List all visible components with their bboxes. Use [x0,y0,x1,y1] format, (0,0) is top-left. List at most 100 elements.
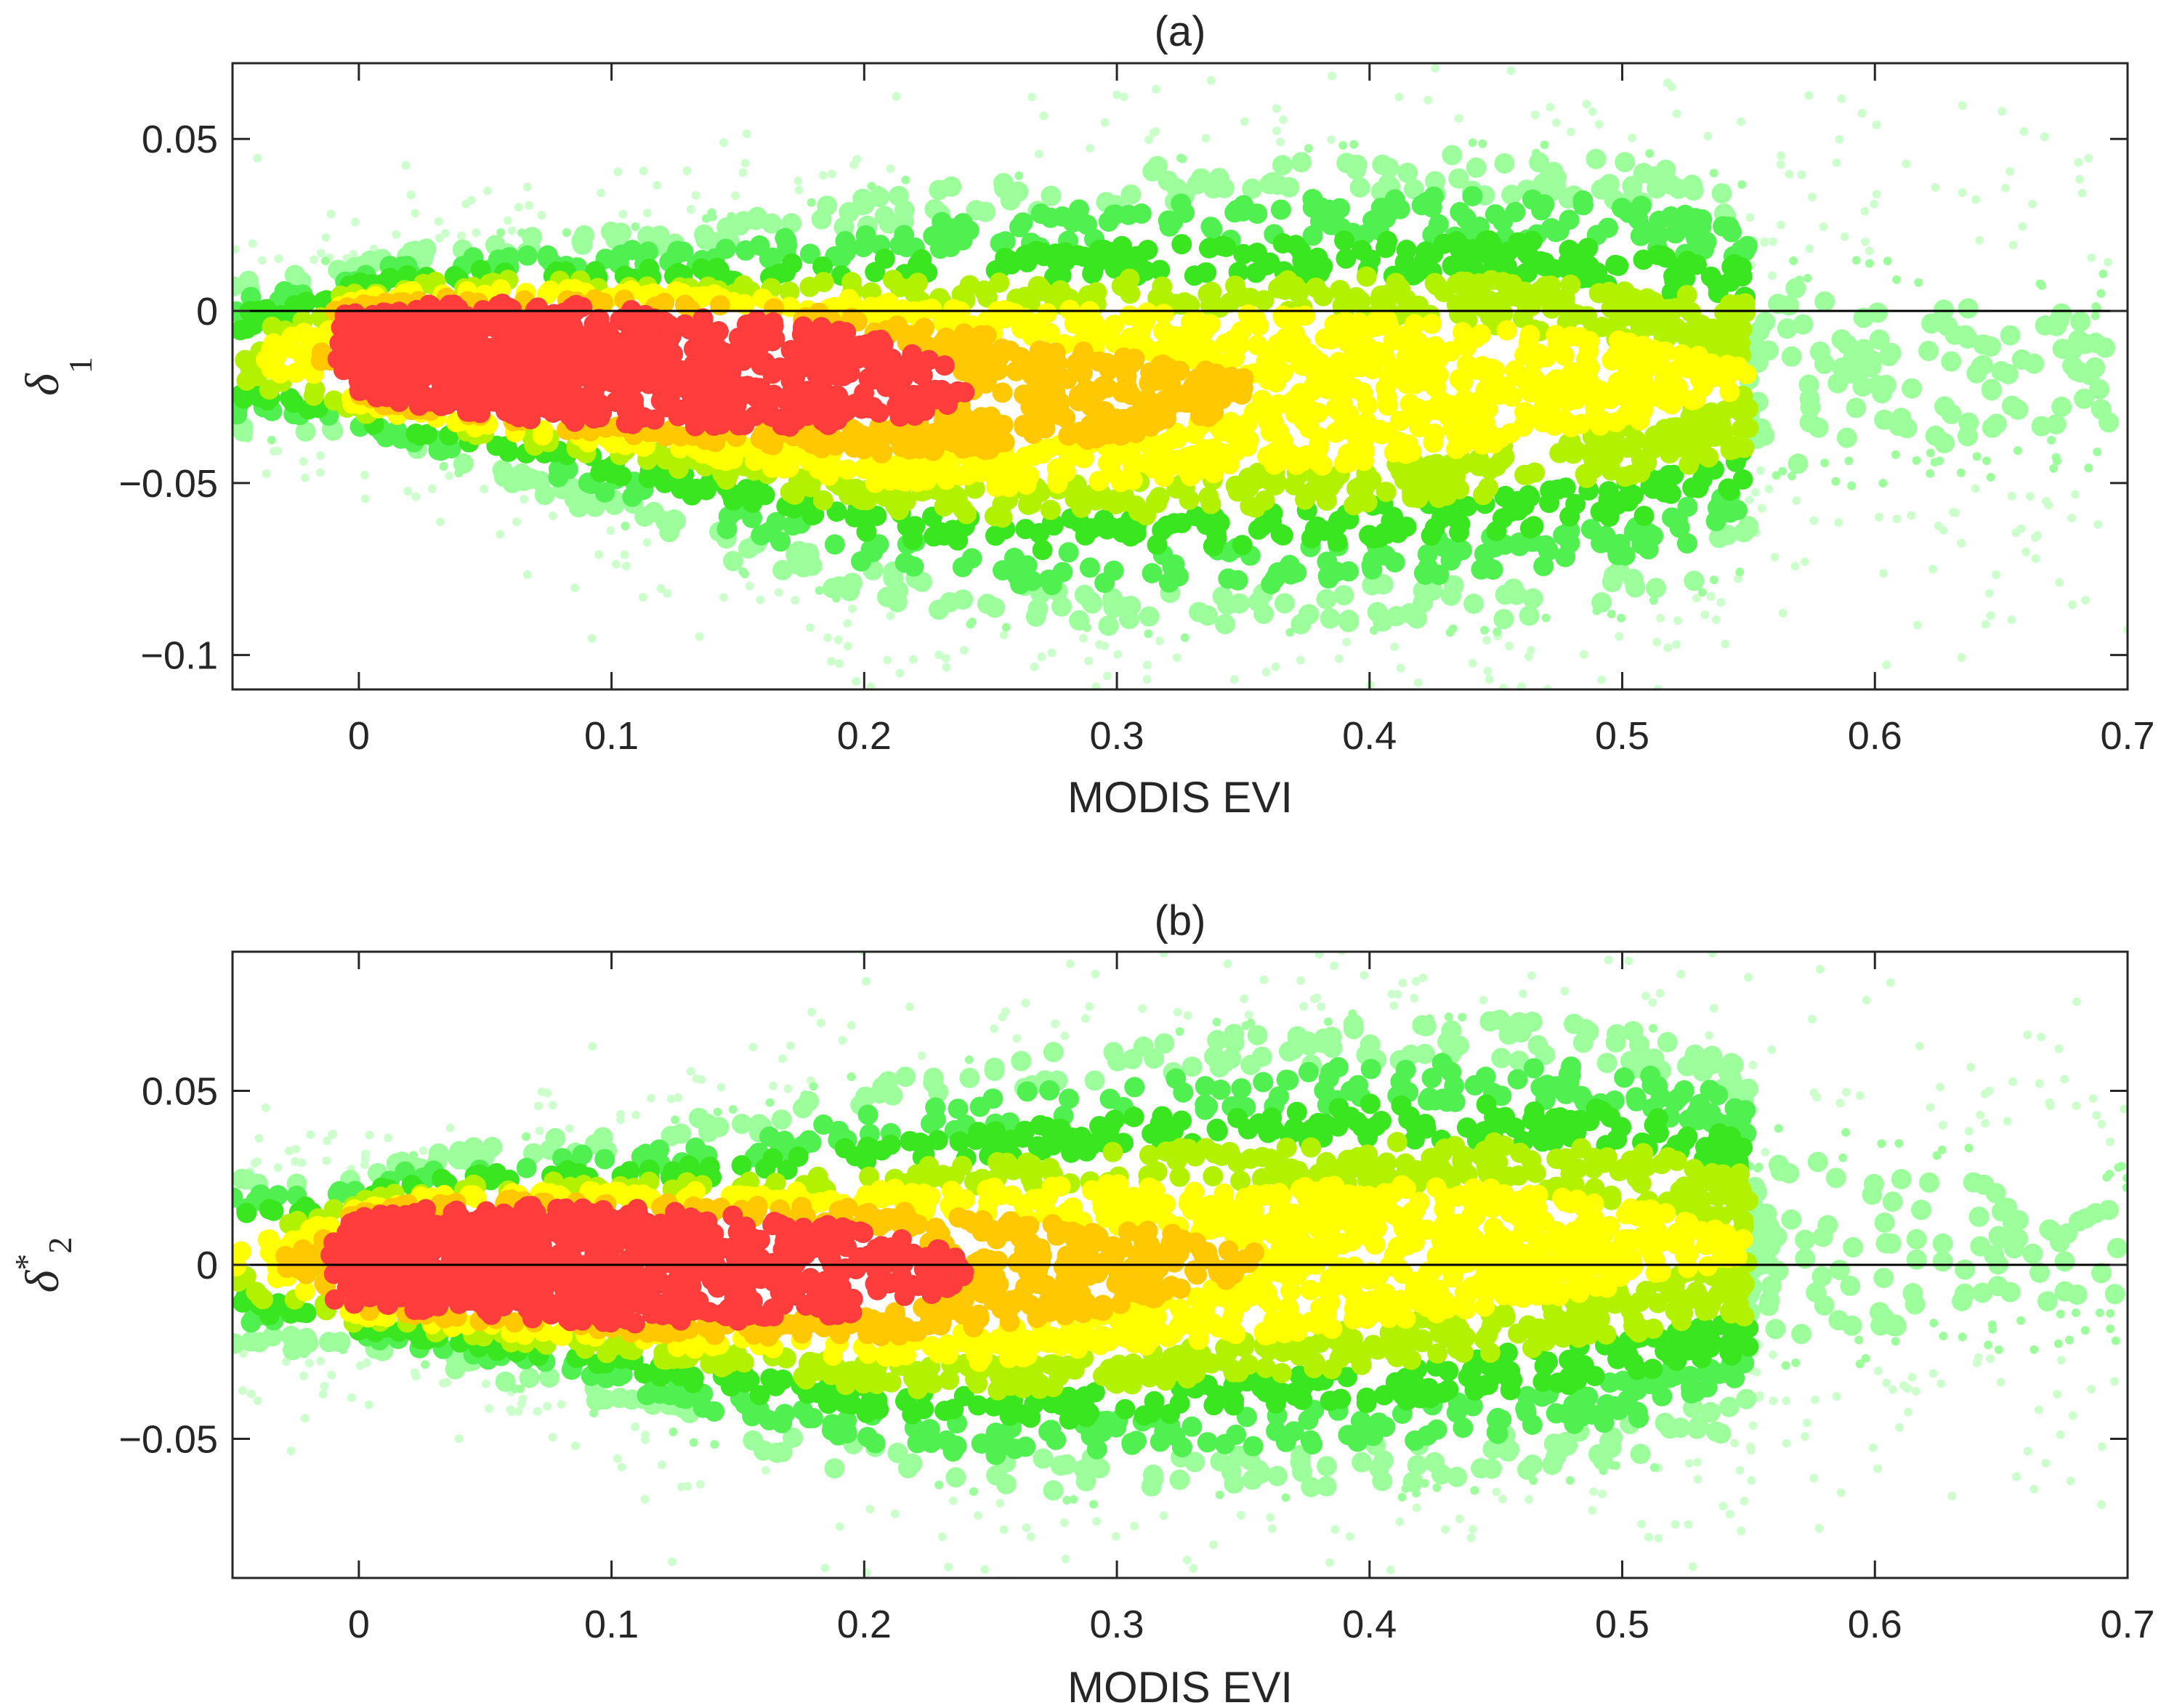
density-point [1932,1251,1953,1272]
density-point [1981,620,1990,629]
density-point [512,517,521,527]
density-point [1832,1598,1841,1607]
density-point [1423,95,1433,105]
density-point [949,1496,958,1505]
density-point [2041,497,2051,506]
density-point [1615,632,1624,641]
density-point [1483,666,1492,676]
density-point [799,276,820,297]
density-point [1895,1422,1904,1432]
density-point [1823,1598,1832,1606]
y-axis-subscript-a: 1 [62,357,99,373]
density-point [1725,1510,1734,1519]
density-point [861,282,882,303]
density-point [525,201,534,210]
density-point [1994,1345,2003,1354]
density-point [1347,292,1368,313]
density-point [1703,131,1713,141]
density-point [408,367,429,388]
density-point [360,470,369,479]
density-point [1789,256,1798,265]
density-point [533,1407,542,1416]
density-point [1797,170,1806,179]
density-point [1479,711,1488,720]
density-point [833,635,843,644]
density-point [689,1438,698,1447]
density-point [594,550,604,559]
density-point [2089,379,2110,400]
density-point [2071,1308,2080,1317]
density-point [1403,179,1424,200]
density-point [953,360,973,381]
density-point [1457,495,1478,517]
density-point [1615,152,1636,173]
density-point [1986,611,1995,620]
density-point [1971,195,1981,204]
density-point [1926,469,1935,478]
density-point [1511,367,1532,388]
density-point [639,166,648,176]
density-point [1744,973,1753,982]
density-point [1767,271,1777,280]
density-point [1607,374,1628,395]
density-point [1609,560,1630,581]
density-point [1795,1248,1816,1269]
density-point [1827,373,1849,394]
density-point [969,1487,978,1497]
density-point [1494,153,1515,174]
density-point [1302,225,1323,246]
density-point [519,1367,540,1388]
density-point [2053,1339,2063,1348]
density-point [1591,592,1612,613]
density-point [1968,1206,1990,1227]
density-point [1555,477,1576,498]
density-point [435,233,444,243]
density-point [1444,717,1453,726]
density-point [1601,350,1623,371]
density-point [1709,1003,1718,1013]
density-point [820,1563,830,1573]
density-point [316,248,326,258]
density-point [1085,144,1094,153]
density-point [1144,1048,1165,1069]
density-point [241,1331,262,1352]
density-point [362,1358,371,1367]
density-point [1098,615,1119,636]
density-point [1011,1051,1032,1072]
density-point [1934,396,1955,417]
density-point [1058,542,1079,563]
density-point [826,501,847,522]
density-point [1841,1128,1851,1137]
density-point [740,158,750,168]
density-point [1524,462,1546,483]
density-point [2104,1284,2125,1305]
density-point [320,1382,329,1391]
density-point [835,1522,844,1531]
y-tick-label: 0.05 [142,118,218,161]
density-point [1572,1032,1594,1053]
density-point [1229,593,1250,614]
density-point [270,363,291,384]
density-point [1655,989,1665,998]
density-point [746,377,767,398]
density-point [1142,161,1163,182]
density-point [2120,1104,2128,1114]
density-point [300,1414,310,1423]
density-point [1706,592,1716,601]
density-point [738,168,748,177]
density-point [2022,1243,2043,1264]
density-point [1761,1147,1770,1157]
density-point [1398,978,1407,987]
density-point [1247,1025,1268,1045]
density-point [1768,237,1777,246]
density-point [406,190,416,200]
chart-panel-b: (b) 0 0.1 0.2 0.3 0.4 0.5 0.6 0.7 0.050−0.05 MO… [8,897,2155,1708]
density-point [1209,297,1230,318]
density-point [1565,1476,1575,1485]
density-point [1317,551,1338,572]
density-point [867,182,876,191]
density-point [1477,765,1485,774]
density-point [1118,204,1139,225]
density-point [1349,139,1359,149]
density-point [2097,1442,2107,1452]
